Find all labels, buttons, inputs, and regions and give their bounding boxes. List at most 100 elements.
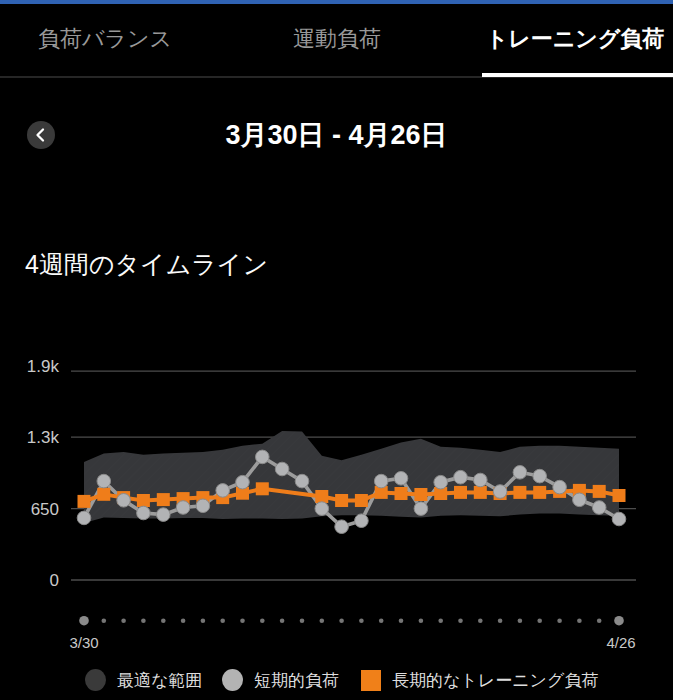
axis-day-dot[interactable] xyxy=(300,618,305,623)
short-term-point[interactable] xyxy=(612,512,626,526)
long-term-point[interactable] xyxy=(157,493,170,506)
short-term-point[interactable] xyxy=(474,473,488,487)
tab-bar: 負荷バランス 運動負荷 トレーニング負荷 xyxy=(0,4,673,77)
short-term-point[interactable] xyxy=(355,514,369,528)
tab-label: 運動負荷 xyxy=(293,24,381,54)
optimal-range-marker xyxy=(85,669,106,691)
chart-legend: 最適な範囲 短期的負荷 長期的なトレーニング負荷 xyxy=(0,665,673,695)
tab-label: 負荷バランス xyxy=(38,24,172,54)
legend-item-short-term: 短期的負荷 xyxy=(222,665,339,695)
axis-day-dot[interactable] xyxy=(240,618,245,623)
short-term-point[interactable] xyxy=(176,501,190,515)
long-term-point[interactable] xyxy=(78,495,91,508)
short-term-point[interactable] xyxy=(255,450,269,464)
long-term-point[interactable] xyxy=(256,482,269,495)
y-tick-label: 650 xyxy=(31,500,59,519)
y-tick-label: 1.3k xyxy=(27,428,60,447)
axis-day-dot[interactable] xyxy=(438,618,443,623)
short-term-point[interactable] xyxy=(573,493,587,507)
short-term-point[interactable] xyxy=(216,484,230,498)
y-tick-label: 0 xyxy=(50,571,59,590)
legend-label: 最適な範囲 xyxy=(117,669,202,692)
short-term-point[interactable] xyxy=(434,475,448,489)
axis-day-dot[interactable] xyxy=(201,618,206,623)
axis-day-dot[interactable] xyxy=(458,618,463,623)
short-term-point[interactable] xyxy=(77,511,91,525)
long-term-point[interactable] xyxy=(593,485,606,498)
short-term-point[interactable] xyxy=(513,466,527,480)
axis-day-dot[interactable] xyxy=(419,618,424,623)
long-term-point[interactable] xyxy=(315,490,328,503)
axis-day-dot[interactable] xyxy=(339,618,344,623)
long-term-point[interactable] xyxy=(533,486,546,499)
axis-day-dot[interactable] xyxy=(577,618,582,623)
axis-day-dot[interactable] xyxy=(399,618,404,623)
timeline-chart[interactable]: 1.9k 1.3k 650 0 3/30 4/26 xyxy=(0,340,673,662)
short-term-point[interactable] xyxy=(236,475,250,489)
x-axis-start-label: 3/30 xyxy=(69,634,98,651)
tab-label: トレーニング負荷 xyxy=(486,24,665,54)
axis-day-dot[interactable] xyxy=(260,618,265,623)
legend-item-optimal-range: 最適な範囲 xyxy=(85,665,202,695)
axis-day-dot[interactable] xyxy=(537,618,542,623)
axis-day-dot[interactable] xyxy=(518,618,523,623)
short-term-point[interactable] xyxy=(592,501,606,515)
long-term-point[interactable] xyxy=(454,486,467,499)
long-term-point[interactable] xyxy=(335,494,348,507)
axis-day-dot[interactable] xyxy=(220,618,225,623)
long-term-point[interactable] xyxy=(474,486,487,499)
axis-day-dot[interactable] xyxy=(557,618,562,623)
axis-day-dot[interactable] xyxy=(79,616,89,626)
axis-day-dot[interactable] xyxy=(359,618,364,623)
axis-day-dot[interactable] xyxy=(161,618,166,623)
axis-day-dot[interactable] xyxy=(498,618,503,623)
axis-day-dot[interactable] xyxy=(102,618,107,623)
long-term-point[interactable] xyxy=(395,487,408,500)
y-tick-label: 1.9k xyxy=(27,357,60,376)
short-term-point[interactable] xyxy=(454,470,468,484)
long-term-load-marker xyxy=(361,670,381,691)
x-axis-end-label: 4/26 xyxy=(606,634,635,651)
short-term-point[interactable] xyxy=(374,474,388,488)
long-term-point[interactable] xyxy=(97,488,110,501)
long-term-point[interactable] xyxy=(613,489,626,502)
date-range-title: 3月30日 - 4月26日 xyxy=(0,117,673,153)
axis-day-dot[interactable] xyxy=(478,618,483,623)
long-term-point[interactable] xyxy=(513,486,526,499)
axis-day-dot[interactable] xyxy=(320,618,325,623)
tab-load-balance[interactable]: 負荷バランス xyxy=(20,4,190,74)
training-load-screen: 負荷バランス 運動負荷 トレーニング負荷 3月30日 - 4月26日 4週間のタ… xyxy=(0,0,673,700)
axis-day-dot[interactable] xyxy=(597,618,602,623)
legend-item-long-term: 長期的なトレーニング負荷 xyxy=(361,665,598,695)
short-term-point[interactable] xyxy=(553,480,567,494)
short-term-point[interactable] xyxy=(414,502,428,516)
legend-label: 長期的なトレーニング負荷 xyxy=(392,669,598,692)
short-term-load-marker xyxy=(222,669,243,691)
axis-day-dot[interactable] xyxy=(141,618,146,623)
legend-label: 短期的負荷 xyxy=(254,669,339,692)
axis-day-dot[interactable] xyxy=(181,618,186,623)
long-term-point[interactable] xyxy=(414,488,427,501)
axis-day-dot[interactable] xyxy=(280,618,285,623)
short-term-point[interactable] xyxy=(275,462,289,476)
short-term-point[interactable] xyxy=(493,485,507,499)
short-term-point[interactable] xyxy=(196,499,210,513)
short-term-point[interactable] xyxy=(117,494,131,508)
short-term-point[interactable] xyxy=(295,474,309,488)
short-term-point[interactable] xyxy=(335,520,349,534)
tab-exercise-load[interactable]: 運動負荷 xyxy=(252,4,422,74)
axis-day-dot[interactable] xyxy=(614,616,624,626)
axis-day-dot[interactable] xyxy=(121,618,126,623)
selected-tab-underline xyxy=(482,73,673,77)
section-title: 4週間のタイムライン xyxy=(25,248,268,281)
short-term-point[interactable] xyxy=(315,502,329,516)
long-term-point[interactable] xyxy=(137,494,150,507)
long-term-point[interactable] xyxy=(355,494,368,507)
axis-day-dot[interactable] xyxy=(379,618,384,623)
short-term-point[interactable] xyxy=(533,469,547,483)
tab-training-load[interactable]: トレーニング負荷 xyxy=(485,4,665,74)
short-term-point[interactable] xyxy=(394,472,408,486)
short-term-point[interactable] xyxy=(157,508,171,522)
short-term-point[interactable] xyxy=(137,506,151,520)
short-term-point[interactable] xyxy=(97,474,111,488)
